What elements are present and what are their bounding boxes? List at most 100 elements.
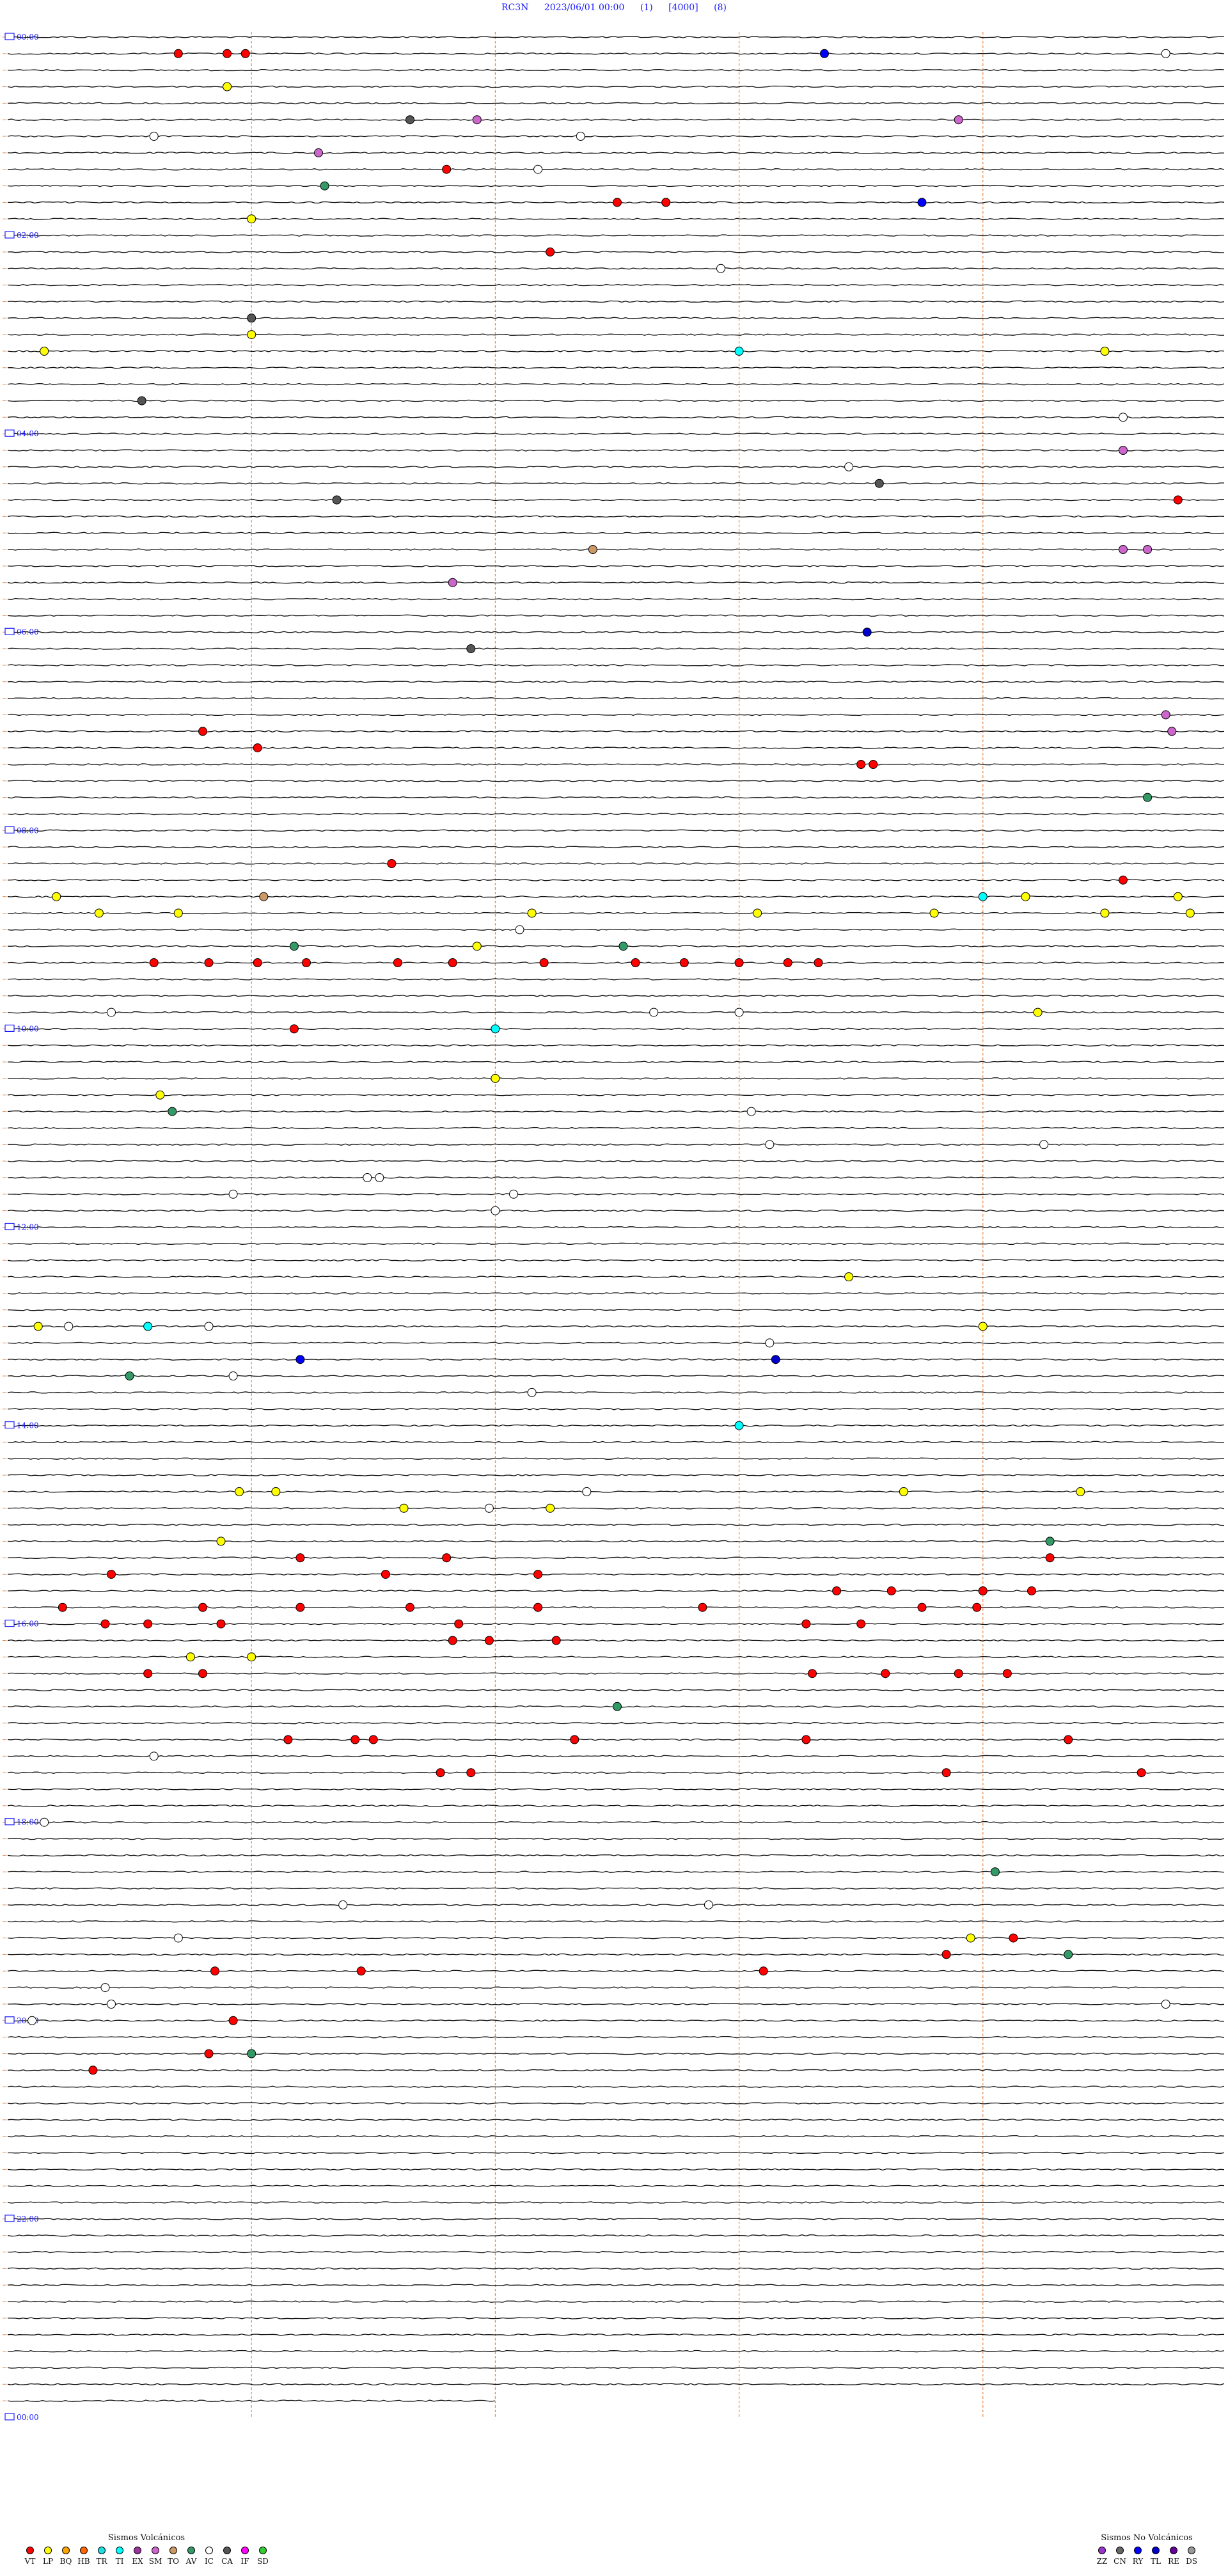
event-marker-ry (295, 1355, 305, 1364)
event-marker-lp (173, 908, 183, 918)
time-label-text: 14:00 (17, 1421, 39, 1430)
time-label-box (4, 1024, 15, 1032)
legend-volcanic-item-dot-icon (205, 2547, 213, 2554)
legend-volcanic-item-dot-icon (223, 2547, 231, 2554)
trace-row (7, 994, 1225, 997)
legend-nonvolcanic-item-dot-icon (1134, 2547, 1142, 2554)
legend-volcanic-item-ex: EX (130, 2547, 145, 2566)
event-marker-vt (679, 958, 689, 967)
event-marker-ic (149, 132, 159, 141)
event-marker-ic (204, 1322, 214, 1331)
event-marker-vt (759, 1966, 768, 1976)
time-label: 14:00 (4, 1421, 39, 1430)
trace-row (7, 664, 1225, 667)
trace-row (7, 1126, 1225, 1130)
trace-row (7, 713, 1225, 716)
trace-row (7, 383, 1225, 386)
legend-volcanic-item-dot-icon (44, 2547, 52, 2554)
legend-volcanic-item-dot-icon (116, 2547, 123, 2554)
header-filter: (8) (714, 3, 727, 13)
trace-row (7, 548, 1225, 551)
trace-row (7, 2135, 1225, 2138)
station-name: RC3N (501, 3, 529, 13)
trace-row (7, 1788, 1225, 1790)
event-marker-ti (143, 1322, 153, 1331)
trace-row (7, 2234, 1225, 2237)
event-marker-sm (1161, 710, 1170, 720)
trace-row (7, 2035, 1225, 2039)
trace-row (7, 1590, 1225, 1592)
event-marker-vt (381, 1570, 390, 1579)
legend-volcanic-item-dot-icon (134, 2547, 141, 2554)
trace-row (7, 1523, 1225, 1526)
event-marker-vt (100, 1619, 110, 1629)
event-marker-vt (539, 958, 549, 967)
event-marker-lp (844, 1272, 854, 1281)
event-marker-lp (1076, 1487, 1085, 1496)
trace-row (7, 300, 1225, 303)
trace-row (7, 879, 1225, 881)
event-marker-ic (734, 1007, 744, 1017)
event-marker-ti (734, 1421, 744, 1430)
legend-volcanic-item-vt: VT (23, 2547, 37, 2566)
trace-row (7, 515, 1225, 518)
event-marker-vt (886, 1586, 896, 1595)
event-marker-ic (533, 164, 543, 174)
event-marker-vt (972, 1602, 982, 1612)
legend-volcanic-item-label: TO (168, 2557, 179, 2566)
legend-nonvolcanic-title: Sismos No Volcánicos (1101, 2533, 1193, 2543)
event-marker-vt (240, 49, 250, 58)
trace-row (7, 2218, 1225, 2220)
trace-row (7, 2399, 496, 2402)
event-marker-vt (143, 1669, 153, 1679)
event-marker-vt (442, 164, 452, 174)
time-label-box (4, 1421, 15, 1429)
trace-row (7, 1308, 1225, 1311)
event-marker-lp (929, 908, 939, 918)
event-marker-vt (551, 1636, 561, 1645)
event-marker-vt (808, 1669, 817, 1679)
event-marker-vt (1173, 495, 1183, 505)
event-marker-av (125, 1371, 134, 1380)
event-marker-lp (1100, 347, 1110, 356)
event-marker-ic (375, 1173, 384, 1182)
event-marker-ic (704, 1900, 713, 1909)
legend-volcanic-item-label: HB (77, 2557, 90, 2566)
event-marker-vt (302, 958, 311, 967)
legend-volcanic-item-dot-icon (187, 2547, 195, 2554)
trace-row (7, 1061, 1225, 1063)
event-marker-vt (198, 1602, 207, 1612)
trace-row (7, 333, 1224, 336)
time-label: 10:00 (4, 1024, 39, 1033)
time-label-text: 18:00 (17, 1818, 39, 1827)
event-marker-vt (350, 1735, 360, 1744)
legend-volcanic-item-label: SD (257, 2557, 269, 2566)
trace-row (7, 1870, 1225, 1873)
legend-volcanic-item-label: AV (185, 2557, 197, 2566)
trace-row (7, 581, 1224, 584)
trace-row (7, 1226, 1225, 1229)
event-marker-vt (814, 958, 823, 967)
time-label: 00:00 (4, 33, 39, 42)
trace-row (7, 1209, 1225, 1212)
time-label-box (4, 33, 15, 40)
event-marker-vt (58, 1602, 67, 1612)
trace-row (7, 432, 1225, 435)
legend-volcanic-item-label: EX (132, 2557, 143, 2566)
event-marker-lp (94, 908, 104, 918)
time-label-box (4, 1222, 15, 1231)
event-marker-ca (247, 313, 256, 323)
trace-row (7, 912, 1225, 915)
event-marker-lp (223, 82, 232, 91)
trace-row (7, 36, 1225, 38)
event-marker-lp (966, 1933, 975, 1943)
event-marker-ic (28, 2016, 37, 2025)
trace-row (7, 283, 1225, 287)
trace-row (7, 1970, 1225, 1973)
event-marker-vt (283, 1735, 293, 1744)
legend-volcanic-item-av: AV (184, 2547, 198, 2566)
legend-nonvolcanic-item-label: RE (1168, 2557, 1179, 2566)
trace-row (7, 796, 1225, 799)
legend-volcanic-item-dot-icon (80, 2547, 88, 2554)
trace-row (7, 52, 1225, 55)
